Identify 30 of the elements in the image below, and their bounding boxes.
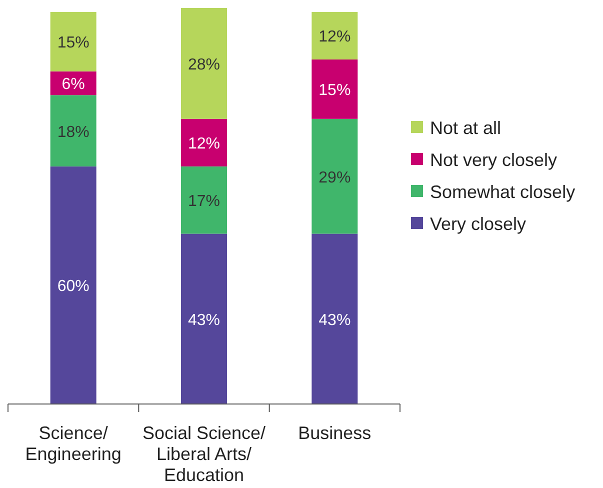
bar	[312, 234, 358, 404]
x-tick-label: Business	[298, 423, 372, 443]
x-tick-label: Science/Engineering	[25, 423, 122, 464]
data-label: 29%	[318, 169, 351, 186]
data-label: 17%	[188, 193, 220, 210]
bar	[181, 8, 227, 119]
legend-label: Very closely	[430, 214, 526, 234]
data-label: 28%	[188, 56, 220, 74]
data-label: 15%	[318, 82, 351, 100]
bar	[181, 166, 227, 234]
legend-label: Somewhat closely	[430, 182, 576, 202]
x-tick-label: Social Science/Liberal Arts/Education	[142, 423, 266, 485]
bar	[312, 12, 358, 60]
data-label: 43%	[318, 312, 351, 329]
data-label: 60%	[57, 278, 90, 296]
data-label: 18%	[57, 124, 90, 141]
data-label: 15%	[57, 34, 90, 52]
data-label: 12%	[188, 136, 220, 153]
data-label: 12%	[318, 28, 351, 46]
bar	[312, 59, 358, 119]
bar	[181, 118, 227, 166]
data-label: 43%	[188, 312, 220, 329]
bar	[50, 95, 96, 166]
bar	[181, 234, 227, 404]
data-label: 6%	[62, 76, 85, 94]
bar	[50, 166, 96, 404]
legend-label: Not very closely	[430, 150, 558, 170]
legend-label: Not at all	[430, 118, 502, 138]
bar	[312, 118, 358, 234]
bar	[50, 12, 96, 72]
